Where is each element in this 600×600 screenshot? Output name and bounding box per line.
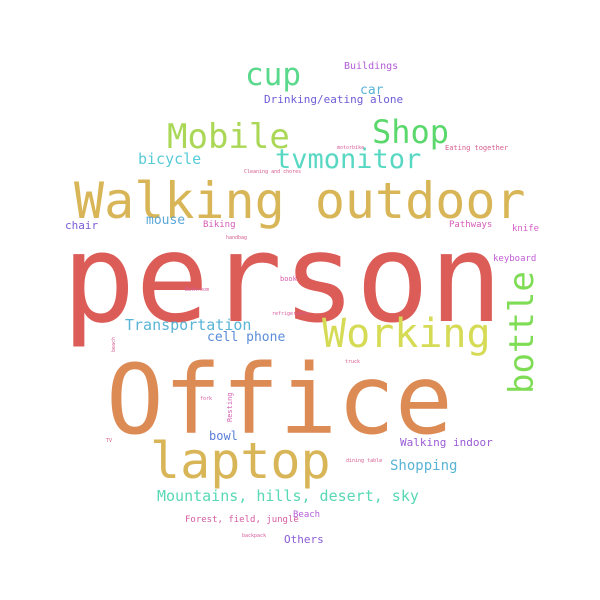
- word-forest-field-jungle: Forest, field, jungle: [185, 515, 299, 525]
- word-cup: cup: [245, 57, 301, 93]
- word-working: Working: [322, 311, 491, 357]
- word-biking: Biking: [203, 220, 236, 230]
- word-beach-lower: beach: [111, 336, 117, 352]
- word-shop: Shop: [372, 113, 450, 151]
- word-handbag: handbag: [226, 235, 248, 241]
- word-person: person: [62, 208, 503, 350]
- word-cleaning-and-chores: Cleaning and chores: [244, 169, 302, 175]
- word-eating-together: Eating together: [445, 144, 509, 152]
- word-truck: truck: [345, 359, 361, 365]
- word-drinking-eating-alone: Drinking/eating alone: [264, 93, 404, 106]
- word-mountains: Mountains, hills, desert, sky: [157, 487, 419, 505]
- word-refrigerator: refrigerator: [272, 311, 309, 317]
- word-cell-phone: cell phone: [207, 330, 286, 345]
- word-bottle: bottle: [502, 271, 542, 394]
- word-bicycle: bicycle: [138, 150, 202, 168]
- word-mobile: Mobile: [167, 117, 290, 157]
- word-knife: knife: [512, 224, 540, 234]
- word-bowl: bowl: [209, 429, 238, 443]
- word-motorbike: motorbike: [337, 145, 365, 151]
- word-book: book: [280, 275, 297, 283]
- word-fork: fork: [200, 396, 213, 402]
- word-resting: Resting: [226, 392, 234, 422]
- word-dining-table: dining table: [346, 458, 383, 464]
- word-mouse: mouse: [146, 213, 186, 228]
- word-tvmonitor: tvmonitor: [275, 144, 422, 175]
- word-others: Others: [284, 533, 324, 546]
- word-transportation: Transportation: [125, 316, 252, 334]
- word-buildings: Buildings: [344, 61, 399, 72]
- word-pathways: Pathways: [449, 220, 493, 230]
- word-tv: TV: [106, 438, 113, 444]
- word-walking-outdoor: Walking outdoor: [74, 172, 526, 230]
- word-bathroom: Bathroom: [185, 287, 210, 293]
- word-laptop: laptop: [150, 432, 331, 490]
- word-chair: chair: [65, 219, 99, 232]
- word-car: car: [360, 83, 384, 98]
- word-beach: Beach: [293, 510, 321, 520]
- word-backpack: backpack: [242, 533, 267, 539]
- word-walking-indoor: Walking indoor: [400, 436, 493, 449]
- word-shopping: Shopping: [390, 458, 458, 474]
- word-keyboard: keyboard: [493, 254, 537, 264]
- word-office: Office: [106, 344, 453, 456]
